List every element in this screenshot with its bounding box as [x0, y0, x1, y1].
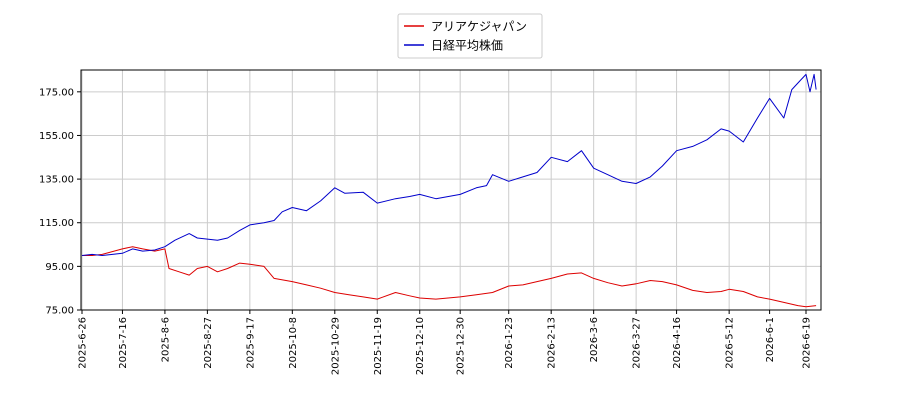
legend-box: [397, 13, 543, 59]
x-tick-label: 2025-7-16: [118, 317, 129, 369]
y-axis: 75.00 95.00 115.00 135.00 155.00 175.00: [39, 87, 81, 317]
x-tick-label: 2025-8-6: [160, 317, 171, 362]
y-tick-label: 155.00: [39, 131, 74, 142]
y-tick-label: 75.00: [45, 306, 74, 317]
x-tick-label: 2025-10-29: [330, 317, 341, 375]
x-tick-label: 2025-6-26: [78, 317, 89, 369]
x-tick-label: 2026-1-23: [504, 317, 515, 369]
plot-frame: [80, 69, 822, 311]
x-tick-label: 2025-8-27: [203, 317, 214, 369]
y-tick-label: 115.00: [39, 218, 74, 229]
x-tick-label: 2026-3-27: [632, 317, 643, 369]
x-tick-label: 2026-6-1: [765, 317, 776, 362]
grid: [81, 70, 821, 311]
x-axis: 2025-6-26 2025-7-16 2025-8-6 2025-8-27 2025-…: [78, 310, 813, 375]
x-tick-label: 2026-3-6: [589, 317, 600, 362]
x-tick-label: 2025-12-30: [456, 317, 467, 375]
y-tick-label: 135.00: [39, 175, 74, 186]
x-tick-label: 2025-10-8: [288, 317, 299, 369]
legend-label: アリアケジャパン: [431, 20, 527, 34]
x-tick-label: 2026-2-13: [547, 317, 558, 369]
series-line-1: [82, 246, 817, 308]
x-tick-label: 2026-4-16: [672, 317, 683, 369]
x-tick-label: 2025-12-10: [415, 317, 426, 375]
legend-label: 日経平均株価: [431, 38, 503, 53]
series-layer: [81, 73, 817, 308]
x-tick-label: 2025-11-19: [373, 317, 384, 375]
x-tick-label: 2026-6-19: [802, 317, 813, 369]
x-tick-label: 2026-5-12: [725, 317, 736, 369]
series-line-2: [81, 73, 817, 256]
y-tick-label: 175.00: [39, 87, 74, 98]
y-tick-label: 95.00: [45, 262, 74, 273]
x-tick-label: 2025-9-17: [245, 317, 256, 369]
